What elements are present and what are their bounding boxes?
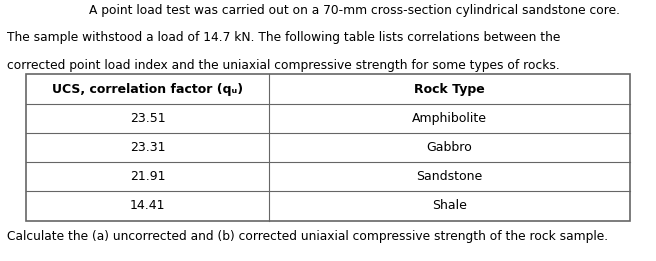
Text: The sample withstood a load of 14.7 kN. The following table lists correlations b: The sample withstood a load of 14.7 kN. … <box>7 31 560 44</box>
Text: 23.31: 23.31 <box>130 141 165 154</box>
Text: 14.41: 14.41 <box>130 199 165 212</box>
Text: Shale: Shale <box>432 199 467 212</box>
Text: Amphibolite: Amphibolite <box>412 112 487 125</box>
Text: Calculate the (a) uncorrected and (b) corrected uniaxial compressive strength of: Calculate the (a) uncorrected and (b) co… <box>7 230 607 243</box>
Text: corrected point load index and the uniaxial compressive strength for some types : corrected point load index and the uniax… <box>7 59 560 72</box>
Text: Sandstone: Sandstone <box>417 170 482 183</box>
Bar <box>26 74 630 221</box>
Text: Gabbro: Gabbro <box>426 141 472 154</box>
Text: 21.91: 21.91 <box>130 170 165 183</box>
Text: Rock Type: Rock Type <box>414 82 485 96</box>
Text: 23.51: 23.51 <box>130 112 165 125</box>
Text: UCS, correlation factor (qᵤ): UCS, correlation factor (qᵤ) <box>52 82 243 96</box>
Text: A point load test was carried out on a 70-mm cross-section cylindrical sandstone: A point load test was carried out on a 7… <box>89 4 620 17</box>
